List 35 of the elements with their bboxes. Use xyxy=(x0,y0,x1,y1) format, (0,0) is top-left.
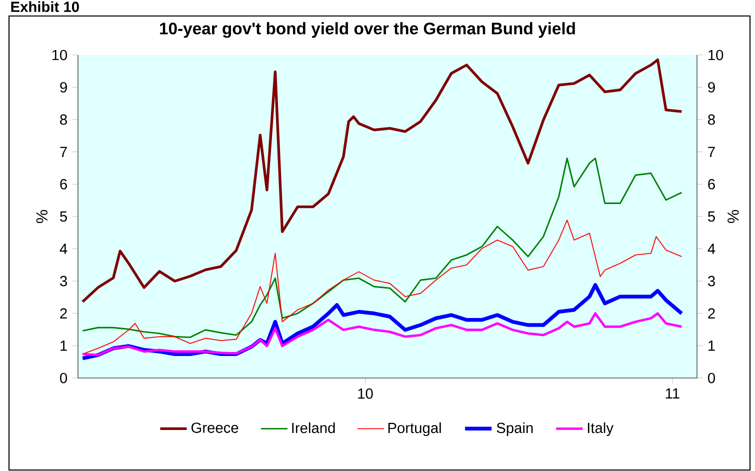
y-tick-label: 6 xyxy=(60,179,67,190)
line-series xyxy=(82,220,682,355)
y2-tick-label: 10 xyxy=(708,50,724,60)
y2-tick-label: 9 xyxy=(708,82,715,92)
y-tick-label: 9 xyxy=(60,82,67,92)
legend-label: Portugal xyxy=(388,422,441,436)
chart-title: 10-year gov't bond yield over the German Bund yield xyxy=(160,22,575,38)
line-series xyxy=(81,58,683,304)
y-tick-label: 5 xyxy=(60,211,67,222)
x-tick-label: 11 xyxy=(666,388,680,398)
y-tick-label: 10 xyxy=(52,50,68,60)
legend-label: Greece xyxy=(191,422,238,433)
y2-tick-label: 7 xyxy=(708,146,715,157)
y2-tick-label: 5 xyxy=(708,211,715,222)
y-tick-label: 4 xyxy=(60,244,68,254)
y-tick-label: 0 xyxy=(60,372,68,384)
legend-label: Ireland xyxy=(292,422,335,434)
y2-tick-label: 4 xyxy=(708,244,716,254)
y-tick-label: 7 xyxy=(60,146,67,157)
y2-tick-label: 2 xyxy=(708,308,715,319)
y-tick-label: 3 xyxy=(60,276,67,286)
y2-tick-label: 3 xyxy=(708,276,715,286)
y2-axis-title: % xyxy=(728,210,739,224)
y-tick-label: 1 xyxy=(60,340,67,351)
text: Exhibit 10 xyxy=(11,1,79,12)
y2-tick-label: 0 xyxy=(708,372,715,384)
y-axis-title: % xyxy=(36,210,48,224)
y2-tick-label: 6 xyxy=(708,179,715,190)
y2-tick-label: 1 xyxy=(708,340,715,351)
y-tick-label: 2 xyxy=(60,308,67,319)
y2-tick-label: 8 xyxy=(708,114,715,125)
line-series xyxy=(82,158,682,338)
legend-label: Spain xyxy=(496,422,533,436)
legend-label: Italy xyxy=(588,422,614,436)
y-tick-label: 8 xyxy=(60,114,67,125)
